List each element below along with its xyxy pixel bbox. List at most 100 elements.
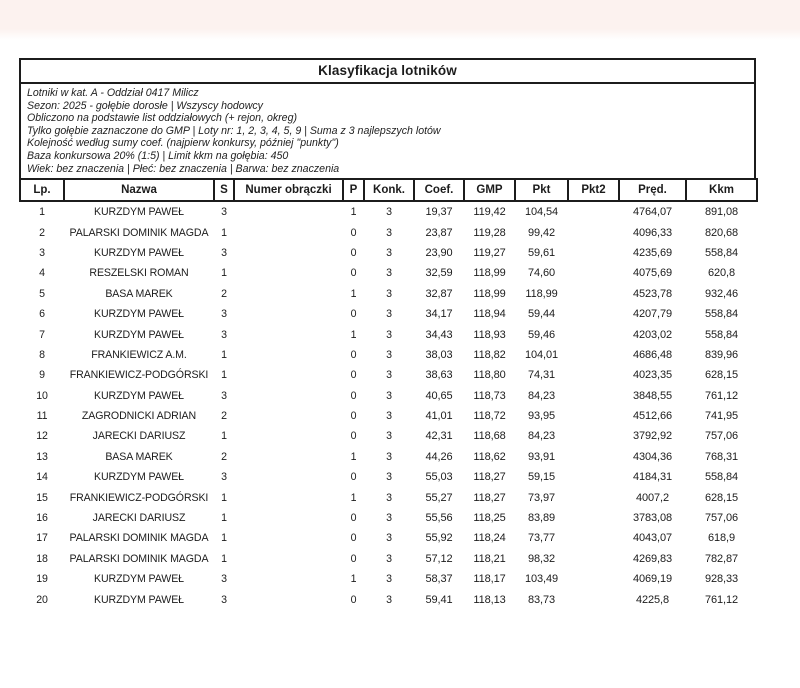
cell-nazwa: ZAGRODNICKI ADRIAN: [81, 410, 197, 423]
cell-s: 2: [221, 450, 227, 463]
cell-pkt: 104,54: [524, 206, 559, 219]
cell-p: 0: [350, 532, 357, 545]
cell-pred: 3792,92: [632, 430, 673, 443]
table-row: 5 BASA MAREK 2 1 3 32,87 118,99 118,99 4523,78 93…: [20, 284, 757, 304]
cell-p: 0: [350, 552, 357, 565]
cell-kkm: 891,08: [704, 206, 739, 219]
cell-lp: 4: [39, 267, 45, 280]
cell-coef: 38,03: [425, 348, 453, 361]
table-row: 17 PALARSKI DOMINIK MAGDA 1 0 3 55,92 118,24 73…: [20, 528, 757, 548]
cell-pkt2: [568, 284, 619, 304]
cell-lp: 3: [39, 246, 45, 259]
cell-numer: [234, 243, 343, 263]
cell-coef: 34,17: [425, 308, 453, 321]
cell-numer: [234, 222, 343, 242]
table-row: 2 PALARSKI DOMINIK MAGDA 1 0 3 23,87 119,28 99,…: [20, 222, 757, 242]
cell-nazwa: FRANKIEWICZ-PODGÓRSKI: [69, 491, 209, 504]
results-table-head: Lp. Nazwa S Numer obrączki P Konk. Coef. GMP Pkt…: [19, 178, 758, 202]
cell-konk: 3: [386, 206, 392, 219]
column-header-pkt2: Pkt2: [567, 178, 620, 202]
cell-s: 1: [221, 491, 227, 504]
cell-konk: 3: [386, 389, 392, 402]
cell-gmp: 119,28: [473, 226, 506, 239]
cell-pkt: 73,77: [527, 532, 556, 545]
cell-pkt2: [568, 304, 619, 324]
cell-numer: [234, 426, 343, 446]
cell-pkt: 84,23: [527, 430, 556, 443]
cell-kkm: 757,06: [704, 512, 739, 525]
cell-pkt: 59,46: [527, 328, 556, 341]
cell-coef: 55,03: [425, 471, 453, 484]
cell-s: 3: [221, 328, 227, 341]
cell-numer: [234, 386, 343, 406]
cell-nazwa: JARECKI DARIUSZ: [92, 512, 186, 525]
report-info-box: Lotniki w kat. A - Oddział 0417 Milicz Se…: [19, 84, 756, 178]
cell-pred: 3783,08: [632, 512, 673, 525]
cell-p: 1: [350, 491, 357, 504]
cell-gmp: 118,13: [473, 593, 506, 606]
cell-gmp: 118,27: [473, 471, 506, 484]
cell-pkt: 73,97: [527, 491, 556, 504]
cell-coef: 44,26: [425, 450, 453, 463]
cell-gmp: 119,27: [473, 246, 506, 259]
cell-kkm: 741,95: [704, 410, 739, 423]
cell-gmp: 118,82: [473, 348, 506, 361]
cell-konk: 3: [386, 246, 392, 259]
cell-pkt2: [568, 222, 619, 242]
cell-pred: 4686,48: [632, 348, 673, 361]
cell-konk: 3: [386, 308, 392, 321]
cell-gmp: 118,17: [473, 573, 506, 586]
cell-nazwa: BASA MAREK: [105, 450, 173, 463]
cell-nazwa: FRANKIEWICZ-PODGÓRSKI: [69, 369, 209, 382]
cell-s: 1: [221, 430, 227, 443]
cell-kkm: 782,87: [704, 552, 739, 565]
column-header-coef: Coef.: [413, 178, 465, 202]
cell-coef: 42,31: [425, 430, 453, 443]
cell-s: 1: [221, 369, 227, 382]
info-line-1: Lotniki w kat. A - Oddział 0417 Milicz: [27, 87, 199, 99]
cell-p: 0: [350, 430, 357, 443]
cell-s: 3: [221, 308, 227, 321]
cell-s: 1: [221, 552, 227, 565]
cell-pkt: 59,15: [527, 471, 556, 484]
cell-nazwa: KURZDYM PAWEŁ: [94, 471, 184, 484]
cell-pkt: 99,42: [527, 226, 556, 239]
cell-coef: 32,59: [425, 267, 453, 280]
column-header-s: S: [213, 178, 235, 202]
cell-pkt: 104,01: [524, 348, 559, 361]
table-row: 7 KURZDYM PAWEŁ 3 1 3 34,43 118,93 59,46 4203,02…: [20, 324, 757, 344]
cell-konk: 3: [386, 328, 392, 341]
cell-coef: 41,01: [425, 410, 453, 423]
cell-s: 3: [221, 246, 227, 259]
cell-gmp: 118,21: [473, 552, 506, 565]
info-line-4: Tylko gołębie zaznaczone do GMP | Loty n…: [27, 124, 441, 137]
cell-s: 1: [221, 267, 227, 280]
cell-numer: [234, 365, 343, 385]
info-line-2: Sezon: 2025 - gołębie dorosłe | Wszyscy …: [27, 99, 263, 112]
cell-s: 1: [221, 348, 227, 361]
cell-nazwa: KURZDYM PAWEŁ: [94, 573, 184, 586]
cell-nazwa: RESZELSKI ROMAN: [89, 267, 189, 280]
cell-lp: 18: [36, 552, 48, 565]
cell-pkt2: [568, 345, 619, 365]
cell-p: 1: [350, 328, 357, 341]
cell-coef: 19,37: [425, 206, 453, 219]
cell-pkt2: [568, 589, 619, 609]
cell-numer: [234, 467, 343, 487]
cell-numer: [234, 263, 343, 283]
cell-coef: 57,12: [425, 552, 453, 565]
column-header-p: P: [342, 178, 365, 202]
cell-konk: 3: [386, 512, 392, 525]
table-row: 3 KURZDYM PAWEŁ 3 0 3 23,90 119,27 59,61 4235,69…: [20, 243, 757, 263]
cell-nazwa: JARECKI DARIUSZ: [92, 430, 186, 443]
cell-pkt2: [568, 467, 619, 487]
cell-s: 2: [221, 287, 227, 300]
cell-nazwa: KURZDYM PAWEŁ: [94, 246, 184, 259]
cell-kkm: 628,15: [704, 369, 739, 382]
cell-pred: 4023,35: [632, 369, 673, 382]
cell-numer: [234, 549, 343, 569]
page-title: Klasyfikacja lotników: [19, 58, 756, 84]
table-row: 12 JARECKI DARIUSZ 1 0 3 42,31 118,68 84,23 3792…: [20, 426, 757, 446]
table-row: 9 FRANKIEWICZ-PODGÓRSKI 1 0 3 38,63 118,80 74,3…: [20, 365, 757, 385]
cell-gmp: 118,80: [473, 369, 506, 382]
